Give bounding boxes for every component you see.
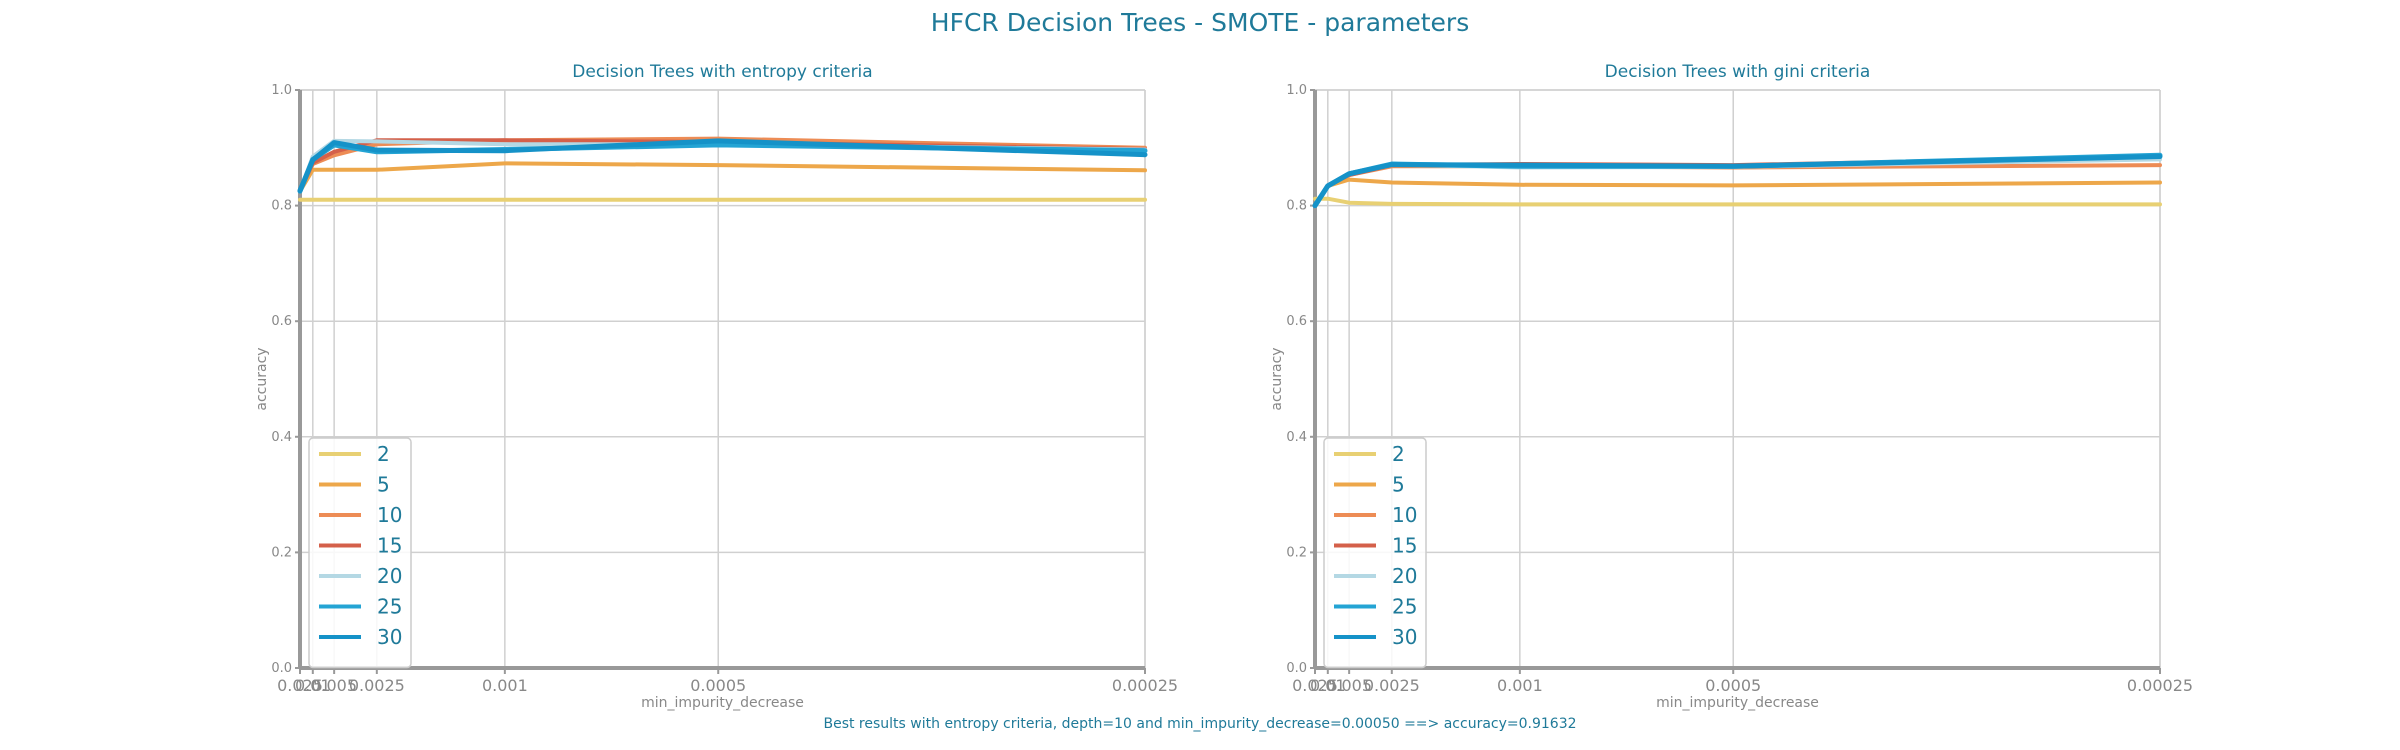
y-axis-label: accuracy <box>1269 347 1285 410</box>
y-tick-label: 0.8 <box>1286 199 1307 214</box>
series-line-5 <box>1313 177 2162 208</box>
legend-label: 15 <box>1392 534 1417 558</box>
y-tick-label: 0.6 <box>271 314 292 329</box>
y-tick-label: 0.2 <box>271 545 292 560</box>
legend-label: 25 <box>1392 595 1417 619</box>
x-tick-label: 0.005 <box>311 676 357 695</box>
x-tick-label: 0.01 <box>295 676 331 695</box>
x-tick-label: 0.0005 <box>690 676 746 695</box>
legend-label: 25 <box>377 595 402 619</box>
series-line-2 <box>1313 196 2162 207</box>
x-tick-label: 0.0005 <box>1705 676 1761 695</box>
y-tick-label: 1.0 <box>1286 83 1307 98</box>
y-tick-label: 0.4 <box>271 430 292 445</box>
legend-label: 5 <box>1392 473 1405 497</box>
entropy-chart: Decision Trees with entropy criteria0.00… <box>254 62 1178 711</box>
figure-title: HFCR Decision Trees - SMOTE - parameters <box>930 8 1470 37</box>
x-axis-label: min_impurity_decrease <box>1656 695 1819 711</box>
panel-title: Decision Trees with gini criteria <box>1605 62 1871 82</box>
legend-label: 20 <box>1392 564 1417 588</box>
x-tick-label: 0.0025 <box>1364 676 1420 695</box>
x-tick-label: 0.005 <box>1326 676 1372 695</box>
x-tick-label: 0.01 <box>1310 676 1346 695</box>
series-line-5 <box>298 161 1147 194</box>
x-tick-label: 0.001 <box>482 676 528 695</box>
y-tick-label: 0.0 <box>1286 661 1307 676</box>
panel-title: Decision Trees with entropy criteria <box>572 62 872 82</box>
legend-label: 5 <box>377 473 390 497</box>
x-tick-label: 0.001 <box>1497 676 1543 695</box>
y-axis-label: accuracy <box>254 347 270 410</box>
y-tick-label: 0.0 <box>271 661 292 676</box>
legend-label: 2 <box>1392 442 1405 466</box>
legend-box <box>1323 437 1427 669</box>
legend-label: 30 <box>1392 625 1417 649</box>
x-tick-label: 0.00025 <box>2127 676 2193 695</box>
x-axis-label: min_impurity_decrease <box>641 695 804 711</box>
x-tick-label: 0.025 <box>277 676 323 695</box>
x-tick-label: 0.00025 <box>1112 676 1178 695</box>
y-tick-label: 1.0 <box>271 83 292 98</box>
best-results-caption: Best results with entropy criteria, dept… <box>823 716 1577 732</box>
x-tick-label: 0.025 <box>1292 676 1338 695</box>
y-tick-label: 0.6 <box>1286 314 1307 329</box>
legend-label: 10 <box>1392 503 1417 527</box>
x-tick-label: 0.0025 <box>349 676 405 695</box>
legend-label: 15 <box>377 534 402 558</box>
y-tick-label: 0.2 <box>1286 545 1307 560</box>
y-tick-label: 0.4 <box>1286 430 1307 445</box>
gini-chart: Decision Trees with gini criteria 0.0 0.2 0… <box>1269 62 2193 711</box>
legend-box <box>308 437 412 669</box>
y-tick-label: 0.8 <box>271 199 292 214</box>
series-line-30 <box>297 138 1148 194</box>
legend-label: 2 <box>377 442 390 466</box>
legend-label: 10 <box>377 503 402 527</box>
legend-label: 20 <box>377 564 402 588</box>
series-line-30 <box>1312 154 2163 209</box>
legend-label: 30 <box>377 625 402 649</box>
